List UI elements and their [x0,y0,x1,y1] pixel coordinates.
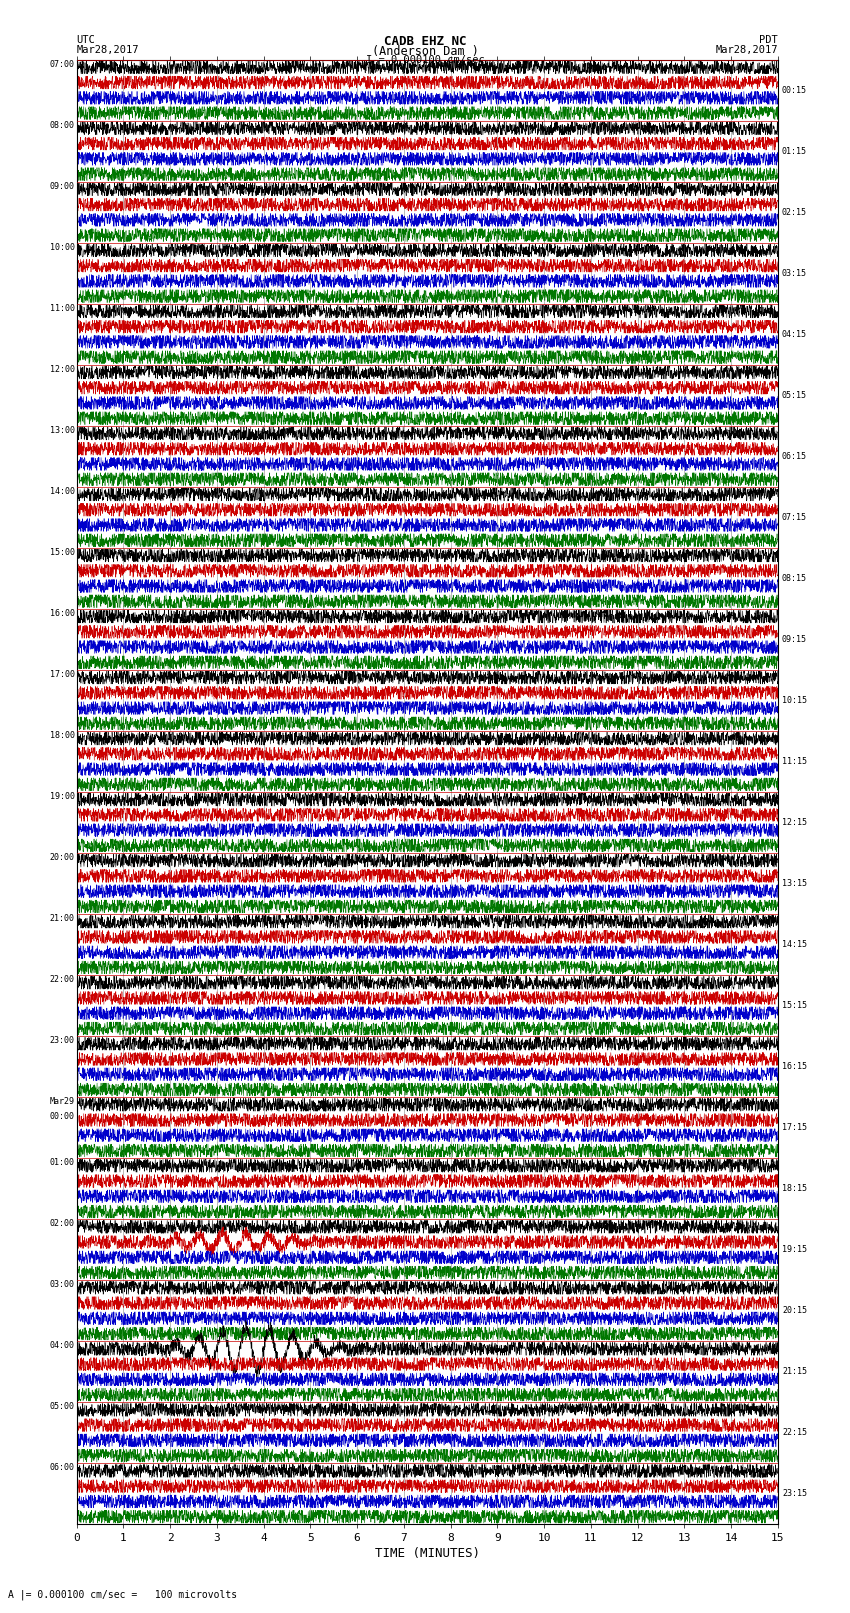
Text: 03:00: 03:00 [50,1281,75,1289]
Text: A |= 0.000100 cm/sec =   100 microvolts: A |= 0.000100 cm/sec = 100 microvolts [8,1589,238,1600]
Text: 11:15: 11:15 [782,756,807,766]
Text: 02:15: 02:15 [782,208,807,216]
Text: 05:00: 05:00 [50,1402,75,1411]
Text: 13:15: 13:15 [782,879,807,889]
Text: 17:15: 17:15 [782,1123,807,1132]
Text: I = 0.000100 cm/sec: I = 0.000100 cm/sec [366,55,484,65]
Text: 03:15: 03:15 [782,269,807,277]
Text: 07:15: 07:15 [782,513,807,523]
Text: 21:15: 21:15 [782,1368,807,1376]
Text: (Anderson Dam ): (Anderson Dam ) [371,45,479,58]
Text: PDT: PDT [759,35,778,45]
Text: 00:15: 00:15 [782,85,807,95]
Text: 09:15: 09:15 [782,636,807,644]
Text: 22:00: 22:00 [50,974,75,984]
Text: 21:00: 21:00 [50,915,75,923]
Text: Mar28,2017: Mar28,2017 [76,45,139,55]
Text: 15:00: 15:00 [50,548,75,556]
Text: 10:00: 10:00 [50,242,75,252]
Text: 12:15: 12:15 [782,818,807,827]
Text: 17:00: 17:00 [50,669,75,679]
Text: 08:15: 08:15 [782,574,807,582]
Text: 01:00: 01:00 [50,1158,75,1168]
Text: 13:00: 13:00 [50,426,75,436]
Text: 14:15: 14:15 [782,940,807,948]
Text: 07:00: 07:00 [50,60,75,69]
Text: 00:00: 00:00 [50,1111,75,1121]
Text: 05:15: 05:15 [782,390,807,400]
Text: Mar29: Mar29 [50,1097,75,1107]
Text: 23:15: 23:15 [782,1489,807,1498]
Text: 14:00: 14:00 [50,487,75,495]
Text: 19:00: 19:00 [50,792,75,802]
Text: 23:00: 23:00 [50,1036,75,1045]
Text: 04:00: 04:00 [50,1342,75,1350]
Text: 06:15: 06:15 [782,452,807,461]
Text: 02:00: 02:00 [50,1219,75,1227]
Text: UTC: UTC [76,35,95,45]
Text: Mar28,2017: Mar28,2017 [715,45,778,55]
X-axis label: TIME (MINUTES): TIME (MINUTES) [375,1547,479,1560]
Text: 08:00: 08:00 [50,121,75,129]
Text: 20:15: 20:15 [782,1307,807,1315]
Text: 04:15: 04:15 [782,329,807,339]
Text: 06:00: 06:00 [50,1463,75,1473]
Text: 16:00: 16:00 [50,610,75,618]
Text: 20:00: 20:00 [50,853,75,861]
Text: 11:00: 11:00 [50,303,75,313]
Text: 10:15: 10:15 [782,695,807,705]
Text: 19:15: 19:15 [782,1245,807,1255]
Text: 09:00: 09:00 [50,182,75,190]
Text: 18:00: 18:00 [50,731,75,740]
Text: 22:15: 22:15 [782,1428,807,1437]
Text: 01:15: 01:15 [782,147,807,156]
Text: CADB EHZ NC: CADB EHZ NC [383,35,467,48]
Text: 12:00: 12:00 [50,365,75,374]
Text: 15:15: 15:15 [782,1002,807,1010]
Text: 18:15: 18:15 [782,1184,807,1194]
Text: 16:15: 16:15 [782,1061,807,1071]
